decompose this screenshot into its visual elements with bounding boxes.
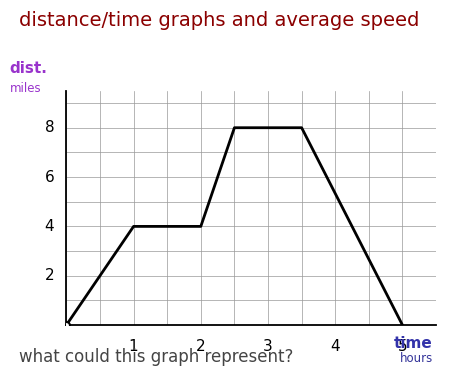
Text: 1: 1 [129,339,138,354]
Text: hours: hours [400,352,433,365]
Text: 4: 4 [45,219,54,234]
Text: miles: miles [9,82,41,94]
Text: 4: 4 [330,339,340,354]
Text: 8: 8 [45,120,54,135]
Text: 6: 6 [45,170,54,184]
Text: what could this graph represent?: what could this graph represent? [19,348,293,366]
Text: time: time [394,336,433,351]
Text: 2: 2 [196,339,206,354]
Text: distance/time graphs and average speed: distance/time graphs and average speed [19,11,419,30]
Text: 5: 5 [398,339,407,354]
Text: 2: 2 [45,268,54,283]
Text: dist.: dist. [9,60,47,76]
Text: 3: 3 [263,339,273,354]
